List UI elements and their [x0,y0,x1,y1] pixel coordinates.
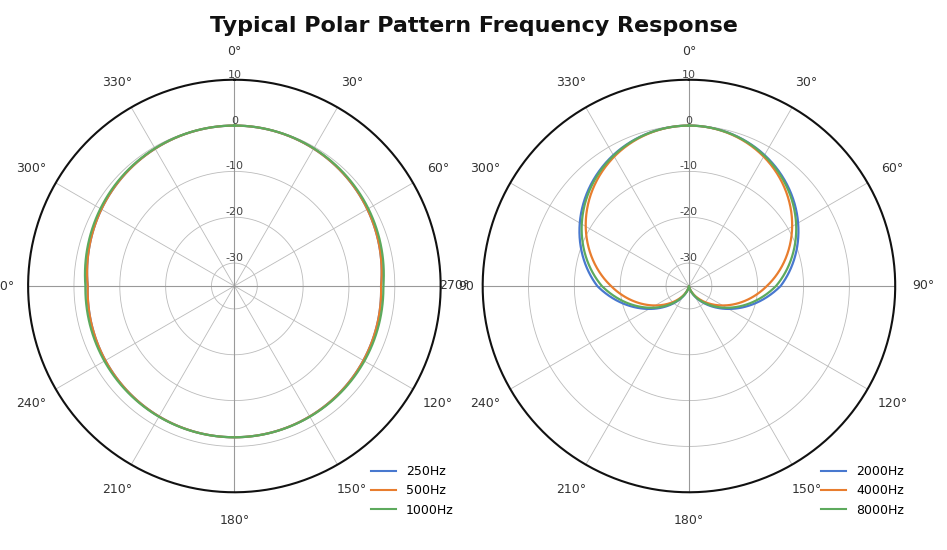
Text: 0: 0 [686,116,692,125]
Text: -30: -30 [225,253,243,263]
Legend: 2000Hz, 4000Hz, 8000Hz: 2000Hz, 4000Hz, 8000Hz [816,460,909,522]
Text: Typical Polar Pattern Frequency Response: Typical Polar Pattern Frequency Response [209,16,738,36]
Text: -30: -30 [680,253,698,263]
Text: -20: -20 [680,207,698,217]
Text: 10: 10 [682,70,696,80]
Text: 0: 0 [231,116,238,125]
Text: 10: 10 [227,70,241,80]
Legend: 250Hz, 500Hz, 1000Hz: 250Hz, 500Hz, 1000Hz [366,460,459,522]
Text: -10: -10 [680,161,698,172]
Text: -20: -20 [225,207,243,217]
Text: -10: -10 [225,161,243,172]
